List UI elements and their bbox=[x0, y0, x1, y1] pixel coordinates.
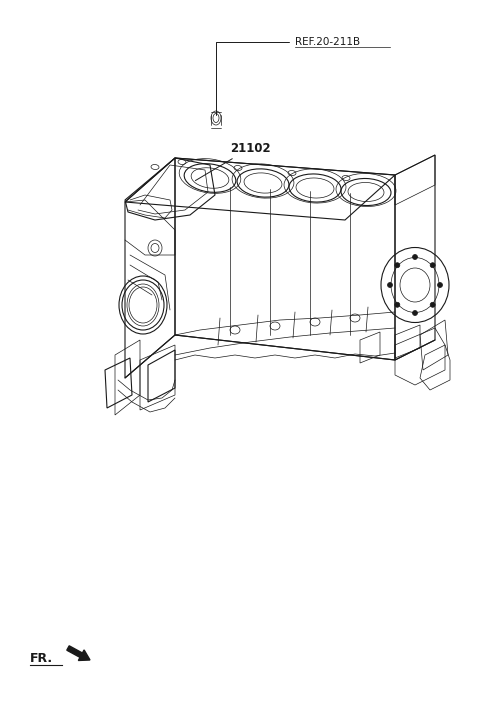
Ellipse shape bbox=[412, 311, 418, 316]
Text: REF.20-211B: REF.20-211B bbox=[216, 37, 360, 115]
Ellipse shape bbox=[437, 283, 443, 288]
Text: 21102: 21102 bbox=[195, 142, 271, 180]
Ellipse shape bbox=[430, 263, 435, 268]
FancyArrow shape bbox=[67, 646, 90, 660]
Ellipse shape bbox=[395, 302, 400, 307]
Ellipse shape bbox=[395, 263, 400, 268]
Ellipse shape bbox=[430, 302, 435, 307]
Text: FR.: FR. bbox=[30, 652, 53, 664]
Ellipse shape bbox=[412, 254, 418, 259]
Ellipse shape bbox=[387, 283, 393, 288]
